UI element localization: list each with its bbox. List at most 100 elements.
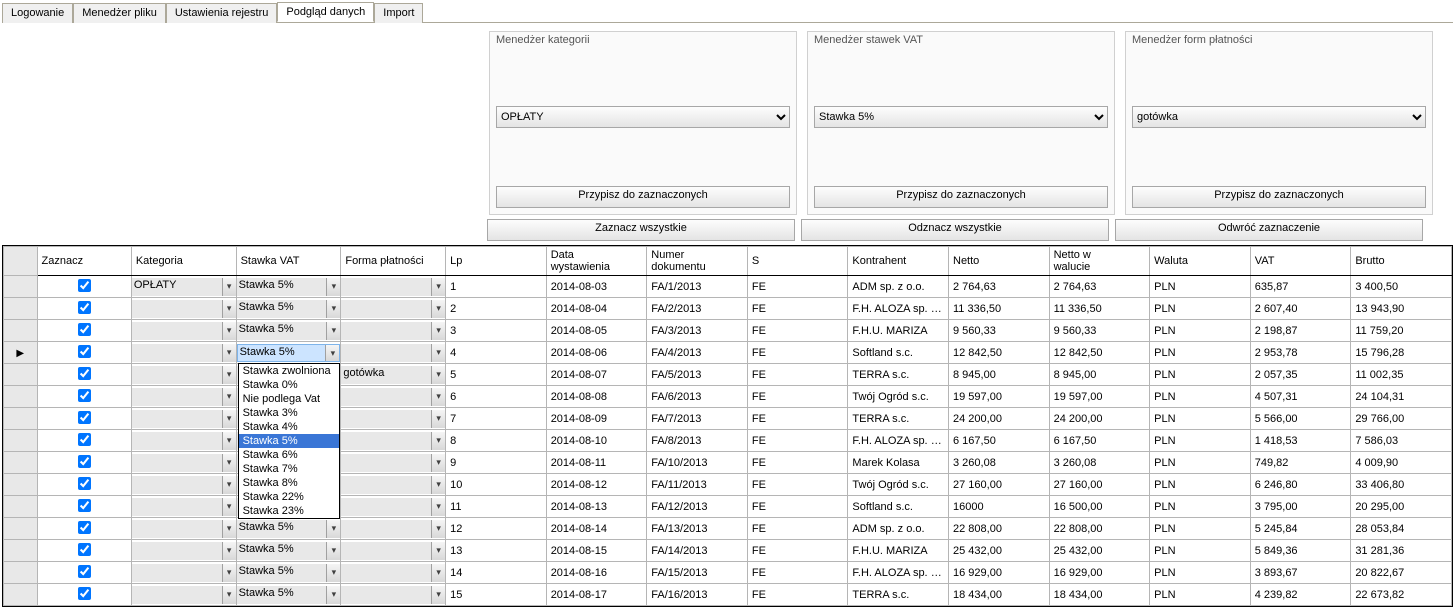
chevron-down-icon[interactable]: ▾ <box>431 344 445 362</box>
chevron-down-icon[interactable]: ▾ <box>431 454 445 472</box>
cell-kategoria[interactable]: ▾ <box>131 540 236 562</box>
chevron-down-icon[interactable]: ▾ <box>431 520 445 538</box>
vat-option[interactable]: Stawka 7% <box>239 462 339 476</box>
row-checkbox[interactable] <box>37 298 131 320</box>
chevron-down-icon[interactable]: ▾ <box>222 454 236 472</box>
cell-stawka-vat[interactable]: Stawka 5%▾ <box>236 562 341 584</box>
chevron-down-icon[interactable]: ▾ <box>326 520 340 538</box>
tab-ustawienia-rejestru[interactable]: Ustawienia rejestru <box>166 3 278 23</box>
cell-forma-platnosci[interactable]: ▾ <box>341 430 446 452</box>
cell-kategoria[interactable]: ▾ <box>131 298 236 320</box>
chevron-down-icon[interactable]: ▾ <box>431 322 445 340</box>
chevron-down-icon[interactable]: ▾ <box>326 542 340 560</box>
table-row[interactable]: ▾▾▾72014-08-09FA/7/2013FETERRA s.c.24 20… <box>4 408 1452 430</box>
vat-option[interactable]: Stawka 22% <box>239 490 339 504</box>
chevron-down-icon[interactable]: ▾ <box>222 344 236 362</box>
table-row[interactable]: ▾Stawka 5%▾▾152014-08-17FA/16/2013FETERR… <box>4 584 1452 606</box>
table-row[interactable]: ▾Stawka 5%▾▾142014-08-16FA/15/2013FEF.H.… <box>4 562 1452 584</box>
chevron-down-icon[interactable]: ▾ <box>431 366 445 384</box>
col-lp[interactable]: Lp <box>446 247 547 276</box>
manager-vat-assign-button[interactable]: Przypisz do zaznaczonych <box>814 186 1108 208</box>
cell-forma-platnosci[interactable]: ▾ <box>341 342 446 364</box>
row-checkbox[interactable] <box>37 474 131 496</box>
row-checkbox[interactable] <box>37 276 131 298</box>
cell-forma-platnosci[interactable]: gotówka▾ <box>341 364 446 386</box>
table-row[interactable]: ▾Stawka 5%▾▾132014-08-15FA/14/2013FEF.H.… <box>4 540 1452 562</box>
chevron-down-icon[interactable]: ▾ <box>431 498 445 516</box>
col-vat[interactable]: VAT <box>1250 247 1351 276</box>
cell-forma-platnosci[interactable]: ▾ <box>341 584 446 606</box>
row-checkbox[interactable] <box>37 452 131 474</box>
cell-kategoria[interactable]: ▾ <box>131 342 236 364</box>
row-checkbox[interactable] <box>37 496 131 518</box>
cell-kategoria[interactable]: ▾ <box>131 430 236 452</box>
chevron-down-icon[interactable]: ▾ <box>326 322 340 340</box>
table-row[interactable]: ▾▾▾82014-08-10FA/8/2013FEF.H. ALOZA sp. … <box>4 430 1452 452</box>
cell-kategoria[interactable]: ▾ <box>131 474 236 496</box>
cell-forma-platnosci[interactable]: ▾ <box>341 474 446 496</box>
chevron-down-icon[interactable]: ▾ <box>222 498 236 516</box>
cell-stawka-vat[interactable]: Stawka 5%▾ <box>236 540 341 562</box>
vat-option[interactable]: Stawka 0% <box>239 378 339 392</box>
chevron-down-icon[interactable]: ▾ <box>222 300 236 318</box>
col-data-wystawienia[interactable]: Datawystawienia <box>546 247 647 276</box>
cell-kategoria[interactable]: ▾ <box>131 518 236 540</box>
cell-forma-platnosci[interactable]: ▾ <box>341 276 446 298</box>
cell-forma-platnosci[interactable]: ▾ <box>341 496 446 518</box>
vat-option[interactable]: Stawka 4% <box>239 420 339 434</box>
col-brutto[interactable]: Brutto <box>1351 247 1452 276</box>
tab-menedżer-pliku[interactable]: Menedżer pliku <box>73 3 166 23</box>
table-row[interactable]: ▾Stawka 5%▾▾92014-08-11FA/10/2013FEMarek… <box>4 452 1452 474</box>
col-kontrahent[interactable]: Kontrahent <box>848 247 949 276</box>
chevron-down-icon[interactable]: ▾ <box>222 366 236 384</box>
chevron-down-icon[interactable]: ▾ <box>326 564 340 582</box>
col-netto[interactable]: Netto <box>949 247 1050 276</box>
cell-forma-platnosci[interactable]: ▾ <box>341 298 446 320</box>
chevron-down-icon[interactable]: ▾ <box>326 300 340 318</box>
cell-kategoria[interactable]: ▾ <box>131 320 236 342</box>
cell-kategoria[interactable]: ▾ <box>131 584 236 606</box>
col-netto-w-walucie[interactable]: Netto wwalucie <box>1049 247 1150 276</box>
row-checkbox[interactable] <box>37 540 131 562</box>
manager-category-assign-button[interactable]: Przypisz do zaznaczonych <box>496 186 790 208</box>
cell-forma-platnosci[interactable]: ▾ <box>341 518 446 540</box>
table-row[interactable]: ▶▾Stawka 5%▾▾42014-08-06FA/4/2013FESoftl… <box>4 342 1452 364</box>
chevron-down-icon[interactable]: ▾ <box>431 300 445 318</box>
chevron-down-icon[interactable]: ▾ <box>222 388 236 406</box>
row-checkbox[interactable] <box>37 320 131 342</box>
chevron-down-icon[interactable]: ▾ <box>222 410 236 428</box>
cell-kategoria[interactable]: ▾ <box>131 408 236 430</box>
tab-import[interactable]: Import <box>374 3 423 23</box>
chevron-down-icon[interactable]: ▾ <box>431 586 445 604</box>
cell-kategoria[interactable]: ▾ <box>131 562 236 584</box>
chevron-down-icon[interactable]: ▾ <box>222 278 236 296</box>
row-checkbox[interactable] <box>37 342 131 364</box>
vat-dropdown[interactable]: Stawka zwolnionaStawka 0%Nie podlega Vat… <box>238 363 340 519</box>
table-row[interactable]: ▾Stawka 5%▾▾122014-08-14FA/13/2013FEADM … <box>4 518 1452 540</box>
col-s[interactable]: S <box>747 247 848 276</box>
vat-option[interactable]: Nie podlega Vat <box>239 392 339 406</box>
vat-option[interactable]: Stawka 23% <box>239 504 339 518</box>
invert-selection-button[interactable]: Odwróć zaznaczenie <box>1115 219 1423 241</box>
cell-stawka-vat[interactable]: Stawka 5%▾ <box>236 276 341 298</box>
table-row[interactable]: ▾▾gotówka▾52014-08-07FA/5/2013FETERRA s.… <box>4 364 1452 386</box>
tab-podgląd-danych[interactable]: Podgląd danych <box>277 2 374 22</box>
chevron-down-icon[interactable]: ▾ <box>431 278 445 296</box>
cell-forma-platnosci[interactable]: ▾ <box>341 452 446 474</box>
chevron-down-icon[interactable]: ▾ <box>222 564 236 582</box>
chevron-down-icon[interactable]: ▾ <box>431 476 445 494</box>
cell-kategoria[interactable]: OPŁATY▾ <box>131 276 236 298</box>
col-waluta[interactable]: Waluta <box>1150 247 1251 276</box>
table-row[interactable]: ▾Stawka 5%▾▾22014-08-04FA/2/2013FEF.H. A… <box>4 298 1452 320</box>
chevron-down-icon[interactable]: ▾ <box>431 432 445 450</box>
vat-option[interactable]: Stawka 3% <box>239 406 339 420</box>
cell-stawka-vat[interactable]: Stawka 5%▾ <box>236 518 341 540</box>
table-row[interactable]: ▾Stawka 5%▾▾32014-08-05FA/3/2013FEF.H.U.… <box>4 320 1452 342</box>
cell-kategoria[interactable]: ▾ <box>131 452 236 474</box>
chevron-down-icon[interactable]: ▾ <box>431 542 445 560</box>
manager-payment-select[interactable]: gotówka <box>1132 106 1426 128</box>
table-row[interactable]: OPŁATY▾Stawka 5%▾▾12014-08-03FA/1/2013FE… <box>4 276 1452 298</box>
cell-forma-platnosci[interactable]: ▾ <box>341 540 446 562</box>
cell-forma-platnosci[interactable]: ▾ <box>341 408 446 430</box>
col-forma-płatności[interactable]: Forma płatności <box>341 247 446 276</box>
